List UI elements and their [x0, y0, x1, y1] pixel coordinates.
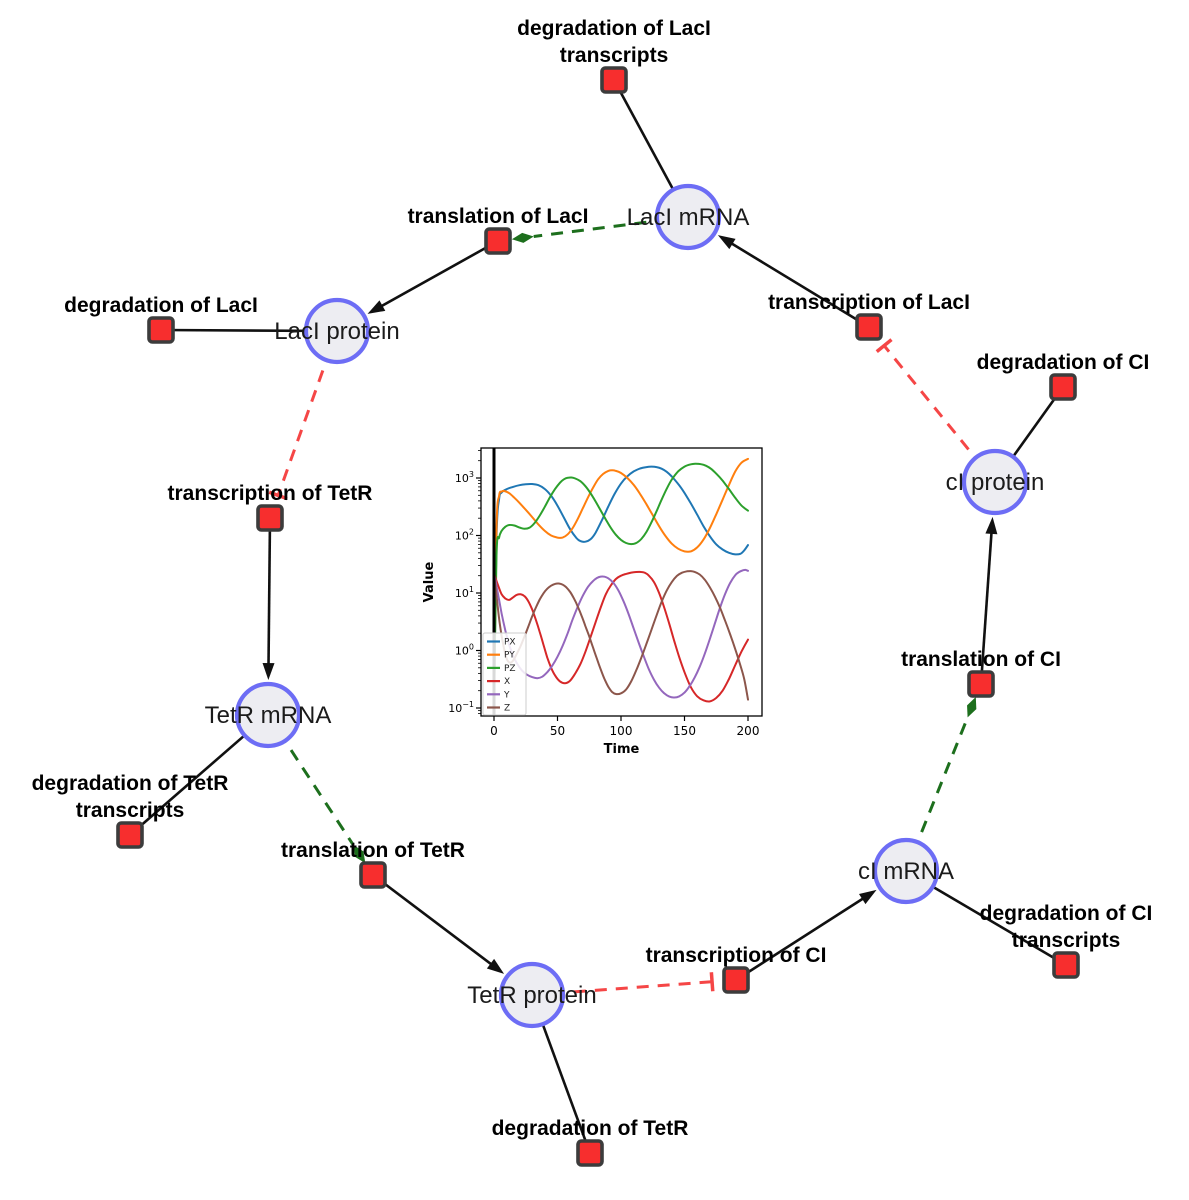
- edge-production-tl_tetR-tetR_protein: [372, 873, 505, 974]
- series-line-PY: [493, 457, 749, 715]
- x-tick-label: 100: [610, 724, 633, 738]
- species-node-cI_mRNA[interactable]: [872, 837, 940, 905]
- reaction-node-tl_lacI[interactable]: [484, 227, 512, 255]
- species-node-cI_protein[interactable]: [961, 448, 1029, 516]
- species-label-lacI_mRNA: LacI mRNA: [627, 204, 750, 231]
- x-axis-title: Time: [604, 742, 640, 757]
- reaction-label-tl_cI: translation of CI: [901, 648, 1061, 671]
- catalysis-diamond-icon: [353, 844, 366, 864]
- labels-layer: LacI mRNA LacI protein TetR mRNA TetR prote…: [32, 17, 1153, 1140]
- species-node-lacI_mRNA[interactable]: [654, 183, 722, 251]
- reaction-label-deg_tetR: degradation of TetR: [492, 1117, 689, 1140]
- catalysis-diamond-icon: [511, 232, 534, 243]
- reaction-node-deg_lacI_tx[interactable]: [600, 66, 628, 94]
- y-tick-label: 100: [455, 643, 474, 658]
- reaction-label-deg_tetR_tx: transcripts: [76, 799, 185, 822]
- reaction-label-tr_lacI: transcription of LacI: [768, 291, 970, 314]
- species-node-lacI_protein[interactable]: [303, 297, 371, 365]
- reaction-node-deg_lacI[interactable]: [147, 316, 175, 344]
- reaction-label-deg_cI_tx: degradation of CI: [980, 902, 1153, 925]
- species-label-cI_protein: cI protein: [946, 469, 1045, 496]
- species-label-tetR_mRNA: TetR mRNA: [205, 702, 332, 729]
- species-label-tetR_protein: TetR protein: [467, 982, 596, 1009]
- reaction-label-tl_lacI: translation of LacI: [408, 205, 589, 228]
- arrowhead: [985, 516, 998, 535]
- reaction-label-deg_lacI_tx: degradation of LacI: [517, 17, 711, 40]
- legend-label-PZ: PZ: [504, 664, 516, 674]
- series-line-PZ: [493, 462, 749, 715]
- x-tick-label: 50: [550, 724, 565, 738]
- arrowhead: [486, 958, 505, 974]
- y-tick-label: 103: [455, 470, 474, 485]
- species-node-tetR_mRNA[interactable]: [234, 681, 302, 749]
- reaction-label-deg_cI_tx: transcripts: [1012, 929, 1121, 952]
- species-label-cI_mRNA: cI mRNA: [858, 858, 954, 885]
- series-line-Z: [493, 570, 749, 701]
- reaction-label-tr_cI: transcription of CI: [646, 944, 827, 967]
- reaction-node-deg_tetR_tx[interactable]: [116, 821, 144, 849]
- x-tick-label: 150: [673, 724, 696, 738]
- reaction-node-tr_lacI[interactable]: [855, 313, 883, 341]
- inhibition-tee-icon: [875, 338, 893, 353]
- species-label-lacI_protein: LacI protein: [274, 318, 399, 345]
- series-line-PX: [493, 465, 749, 715]
- reaction-node-tr_cI[interactable]: [722, 966, 750, 994]
- x-tick-label: 200: [737, 724, 760, 738]
- legend-label-X: X: [504, 677, 510, 687]
- reaction-node-deg_cI[interactable]: [1049, 373, 1077, 401]
- edge-production-tl_lacI-lacI_protein: [367, 239, 499, 314]
- edge-production-tr_lacI-lacI_mRNA: [717, 235, 870, 329]
- species-node-tetR_protein[interactable]: [498, 961, 566, 1029]
- arrowhead: [717, 235, 736, 250]
- legend-label-Z: Z: [504, 704, 510, 714]
- edge-production-tr_cI-cI_mRNA: [735, 889, 877, 982]
- reaction-label-tr_tetR: transcription of TetR: [168, 482, 373, 505]
- inhibition-tee-icon: [268, 490, 288, 501]
- reaction-node-tl_cI[interactable]: [967, 670, 995, 698]
- y-tick-label: 10−1: [448, 700, 474, 715]
- catalysis-diamond-icon: [967, 696, 977, 718]
- reaction-label-deg_lacI: degradation of LacI: [64, 294, 258, 317]
- edge-production-tl_cI-cI_protein: [979, 516, 998, 685]
- reaction-label-deg_cI: degradation of CI: [977, 351, 1150, 374]
- x-tick-label: 0: [490, 724, 498, 738]
- arrowhead: [367, 300, 386, 314]
- y-tick-label: 101: [455, 585, 474, 600]
- legend-label-PX: PX: [504, 638, 516, 648]
- arrowhead: [262, 662, 275, 681]
- series-line-X: [493, 570, 749, 703]
- arrowhead: [858, 889, 877, 905]
- nodes-layer: [116, 66, 1080, 1167]
- inhibition-tee-icon: [709, 972, 715, 992]
- reaction-label-deg_lacI_tx: transcripts: [560, 44, 669, 67]
- edge-production-tr_tetR-tetR_mRNA: [262, 517, 275, 681]
- legend-label-PY: PY: [504, 651, 515, 661]
- reaction-node-tr_tetR[interactable]: [256, 504, 284, 532]
- y-axis-title: Value: [422, 561, 437, 602]
- reaction-node-tl_tetR[interactable]: [359, 861, 387, 889]
- reaction-node-deg_tetR[interactable]: [576, 1139, 604, 1167]
- series-line-Y: [493, 568, 749, 699]
- y-tick-label: 102: [455, 528, 474, 543]
- reaction-label-deg_tetR_tx: degradation of TetR: [32, 772, 229, 795]
- legend-label-Y: Y: [503, 690, 510, 700]
- reaction-node-deg_cI_tx[interactable]: [1052, 951, 1080, 979]
- inset-chart: 0 50 100 150 200 10−1 100 101 102 103 Time Value PX P…: [422, 447, 763, 757]
- reaction-label-tl_tetR: translation of TetR: [281, 839, 465, 862]
